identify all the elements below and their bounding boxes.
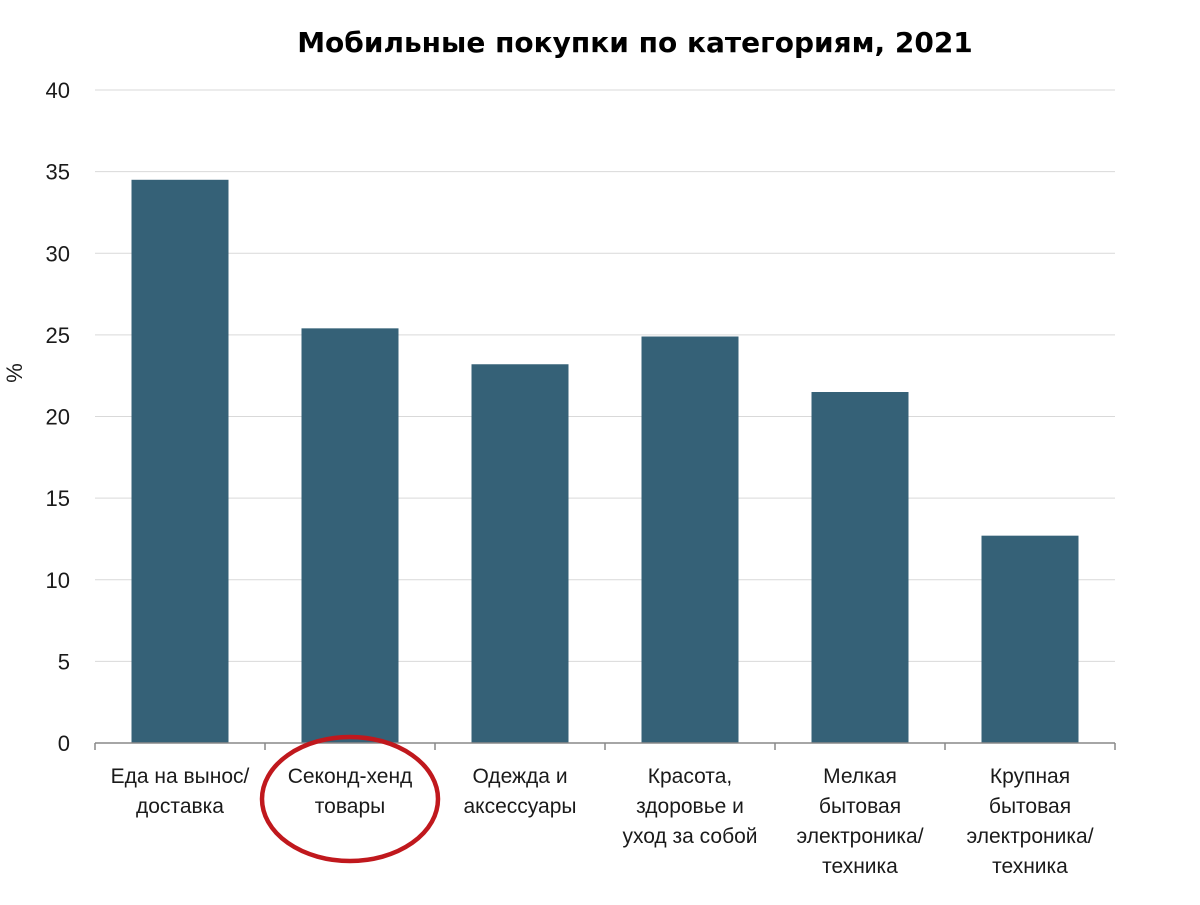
bar [301,328,399,743]
x-category-label-line: бытовая [819,795,901,818]
y-tick-label: 10 [46,568,70,593]
x-axis [94,742,1116,750]
x-category-label-line: техника [822,855,898,878]
x-category-label-line: электроника/ [966,825,1093,848]
x-category-label-line: Красота, [648,765,732,788]
x-category-label: Одежда и аксессуары [464,765,577,818]
gridlines [95,89,1115,662]
bar [471,364,569,743]
bar [131,179,229,744]
y-tick-label: 20 [46,405,70,430]
x-category-label-line: Еда на вынос/ [111,765,250,788]
x-category-label-line: бытовая [989,795,1071,818]
x-category-label-line: Одежда и [472,765,567,788]
x-category-label-line: аксессуары [464,795,577,818]
x-category-label-line: уход за собой [622,825,757,848]
x-category-label-line: Мелкая [823,765,897,788]
x-category-label: Еда на вынос/доставка [111,765,250,818]
y-axis-ticks: 0 5 10 15 20 25 30 35 40 [46,78,70,756]
x-category-label: Секонд-хенд товары [288,765,413,818]
x-category-label-line: электроника/ [796,825,923,848]
x-category-label: Красота, здоровье и уход за собой [622,765,757,848]
y-tick-label: 15 [46,486,70,511]
bars [131,179,1079,744]
highlight-ellipse [259,734,441,864]
x-axis-labels: Еда на вынос/доставка Секонд-хенд товары Од… [111,765,1094,878]
y-tick-label: 35 [46,160,70,185]
x-category-label-line: Секонд-хенд [288,765,413,788]
x-category-label-line: доставка [136,795,224,818]
x-category-label: Крупная бытовая электроника/техника [966,765,1093,878]
chart-title: Мобильные покупки по категориям, 2021 [297,26,973,59]
y-tick-label: 40 [46,78,70,103]
x-category-label: Мелкая бытовая электроника/техника [796,765,923,878]
y-axis-title: % [2,363,27,383]
bar [811,392,909,743]
x-category-label-line: товары [315,795,385,818]
y-tick-label: 0 [58,731,70,756]
y-tick-label: 5 [58,649,70,674]
x-category-label-line: здоровье и [636,795,744,818]
y-tick-label: 25 [46,323,70,348]
x-category-label-line: Крупная [990,765,1070,788]
bar [981,535,1079,743]
bar [641,336,739,743]
x-category-label-line: техника [992,855,1068,878]
annotations [259,734,441,864]
y-tick-label: 30 [46,241,70,266]
